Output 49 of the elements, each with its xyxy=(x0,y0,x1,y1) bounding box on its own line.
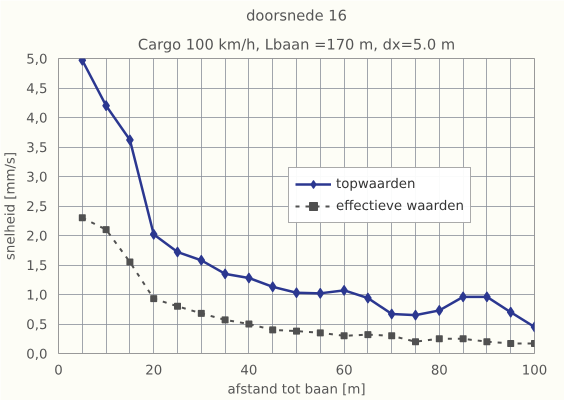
point xyxy=(507,340,514,347)
point xyxy=(316,329,324,336)
point xyxy=(268,281,277,292)
point xyxy=(293,328,300,335)
point xyxy=(269,326,276,334)
y-axis-title: snelheid [mm/s] xyxy=(3,152,18,260)
y-tick-label: 2,0 xyxy=(26,230,48,244)
y-tick-label: 0,0 xyxy=(26,348,48,362)
legend-label: effectieve waarden xyxy=(336,198,464,214)
point xyxy=(435,304,444,316)
point xyxy=(436,335,443,342)
x-tick-label: 60 xyxy=(336,364,353,378)
x-tick-label: 80 xyxy=(430,364,448,378)
point xyxy=(412,338,419,346)
point xyxy=(460,335,467,342)
x-tick-label: 100 xyxy=(522,364,548,378)
chart-subtitle: Cargo 100 km/h, Lbaan =170 m, dx=5.0 m xyxy=(138,36,456,54)
y-tick-label: 1,5 xyxy=(26,259,48,274)
point xyxy=(340,332,348,340)
y-tick-label: 4,5 xyxy=(26,82,48,97)
y-tick-label: 3,0 xyxy=(26,170,48,186)
point xyxy=(78,214,86,222)
point xyxy=(198,310,205,317)
point xyxy=(245,320,252,328)
y-tick-label: 3,5 xyxy=(26,141,48,156)
y-tick-label: 1,0 xyxy=(26,288,48,304)
y-tick-label: 4,0 xyxy=(26,112,48,126)
point xyxy=(150,228,158,240)
point xyxy=(316,288,324,299)
point xyxy=(102,226,110,234)
point xyxy=(364,331,372,338)
point xyxy=(388,332,396,340)
x-tick-label: 0 xyxy=(54,364,63,378)
y-tick-label: 0,5 xyxy=(26,318,48,333)
point xyxy=(174,302,181,310)
point xyxy=(388,308,396,320)
point xyxy=(150,295,158,302)
chart-title: doorsnede 16 xyxy=(246,8,347,24)
point xyxy=(506,306,515,318)
y-tick-label: 5,0 xyxy=(26,52,48,68)
point xyxy=(222,316,229,324)
x-tick-label: 20 xyxy=(145,364,162,378)
x-axis-title: afstand tot baan [m] xyxy=(227,382,366,398)
y-tick-label: 2,5 xyxy=(26,200,48,215)
x-tick-label: 40 xyxy=(240,364,258,378)
point xyxy=(483,338,490,346)
point xyxy=(197,254,206,266)
legend-label: topwaarden xyxy=(336,176,416,192)
point xyxy=(126,258,134,266)
